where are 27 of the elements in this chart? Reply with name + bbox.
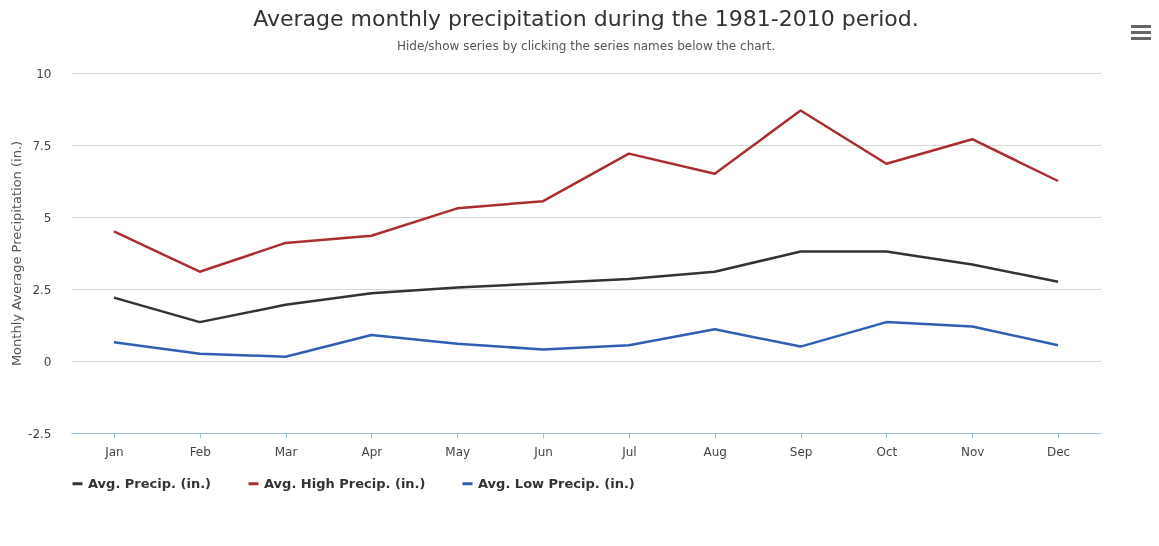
y-tick-label: 2.5 [32,282,52,297]
legend-label: Avg. Precip. (in.) [88,475,212,491]
line-series [112,320,1060,358]
x-tick-label: Jul [621,444,637,459]
x-tick-label: Feb [189,444,211,459]
chart-subtitle: Hide/show series by clicking the series names below the chart. [396,39,776,53]
x-tick-label: Apr [361,444,383,459]
line-series [112,250,1060,324]
legend-label: Avg. Low Precip. (in.) [478,475,635,491]
y-tick-label: 5 [43,210,52,225]
x-tick-label: Jan [104,444,124,459]
x-tick-label: Jun [533,444,553,459]
x-tick-label: Aug [703,444,727,459]
x-tick-label: Mar [274,444,298,459]
y-tick-label: 0 [43,354,52,369]
x-tick-label: Nov [961,444,985,459]
x-tick-label: Dec [1046,444,1071,459]
line-series [112,109,1060,273]
y-axis-title: Monthly Average Precipitation (in.) [9,140,25,367]
x-tick-label: May [445,444,471,459]
legend-label: Avg. High Precip. (in.) [264,475,426,491]
chart-title: Average monthly precipitation during the 1981-2010 period. [253,6,919,31]
y-tick-label: 7.5 [32,138,52,153]
y-tick-label: 10 [36,66,52,81]
x-tick-label: Oct [876,444,898,459]
x-tick-label: Sep [789,444,813,459]
y-tick-label: -2.5 [28,426,52,441]
